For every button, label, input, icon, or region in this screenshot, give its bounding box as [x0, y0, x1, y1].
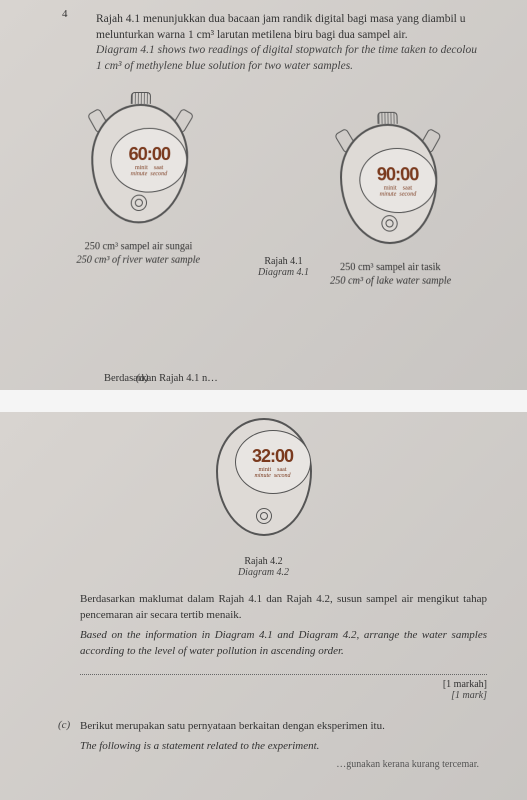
crown-icon — [131, 92, 151, 104]
stopwatch-body: 32:00 minit saat minute second — [216, 418, 312, 536]
unit-min-en: minute — [380, 191, 397, 197]
marks-block: [1 markah] [1 mark] — [18, 679, 487, 701]
time-display: 60:00 — [128, 143, 170, 164]
stopwatch-face: 90:00 minit saat minute second — [359, 148, 437, 213]
stopwatch-right-block: 90:00 minit saat minute second 250 cm³ — [328, 112, 451, 288]
sub-c-en: The following is a statement related to … — [80, 739, 487, 755]
sub-a-text: Berdasarkan Rajah 4.1 n… — [104, 373, 218, 384]
unit-sec-en: second — [150, 171, 167, 177]
fragment-text: …gunakan kerana kurang tercemar. — [18, 759, 479, 770]
sub-c-letter: (c) — [58, 719, 70, 731]
left-caption-en: 250 cm³ of river water sample — [76, 255, 200, 266]
page-gap — [0, 390, 527, 412]
button-icon — [381, 215, 398, 232]
q-en-line2: 1 cm³ of methylene blue solution for two… — [96, 60, 353, 72]
sub-c-ms: Berikut merupakan satu pernyataan berkai… — [80, 719, 487, 735]
diagram-2-label: Rajah 4.2 Diagram 4.2 — [18, 556, 509, 578]
time-display: 90:00 — [377, 164, 419, 185]
question-text: Rajah 4.1 menunjukkan dua bacaan jam ran… — [96, 12, 505, 74]
stopwatch-body: 90:00 minit saat minute second — [339, 124, 439, 244]
button-icon — [131, 195, 148, 211]
unit-sec-en: second — [399, 191, 416, 197]
unit-min-en: minute — [131, 171, 148, 177]
page-top: 4 Rajah 4.1 menunjukkan dua bacaan jam r… — [0, 0, 527, 390]
q-ms-line2: melunturkan warna 1 cm³ larutan metilena… — [96, 29, 408, 41]
stopwatch-right: 90:00 minit saat minute second — [332, 112, 446, 255]
right-caption: 250 cm³ sampel air tasik 250 cm³ of lake… — [330, 261, 452, 288]
stopwatch-body: 60:00 minit saat minute second — [90, 104, 189, 223]
stopwatch-face: 32:00 minit saat minute second — [235, 430, 311, 494]
stopwatch-left: 60:00 minit saat minute second — [83, 92, 197, 234]
stopwatch-p2: 32:00 minit saat minute second — [209, 418, 319, 548]
stopwatch-face: 60:00 minit saat minute second — [110, 128, 188, 193]
q-ms-line1: Rajah 4.1 menunjukkan dua bacaan jam ran… — [96, 13, 466, 25]
unit-sec-en: second — [274, 473, 291, 479]
sub-a-letter: (a) — [136, 373, 148, 384]
stopwatch-p2-wrap: 32:00 minit saat minute second — [18, 418, 509, 548]
instruction-en: Based on the information in Diagram 4.1 … — [80, 628, 487, 660]
left-caption: 250 cm³ sampel air sungai 250 cm³ of riv… — [76, 240, 200, 267]
stopwatch-row: 60:00 minit saat minute second 250 cm³ — [10, 92, 516, 288]
left-caption-ms: 250 cm³ sampel air sungai — [84, 241, 192, 252]
crown-icon — [377, 112, 397, 124]
q-en-line1: Diagram 4.1 shows two readings of digita… — [96, 44, 477, 56]
button-icon — [256, 508, 272, 524]
time-display: 32:00 — [252, 446, 293, 467]
diag2-ms: Rajah 4.2 — [244, 556, 282, 567]
marks-ms: [1 markah] — [443, 679, 487, 690]
right-caption-ms: 250 cm³ sampel air tasik — [340, 262, 441, 273]
right-caption-en: 250 cm³ of lake water sample — [330, 275, 451, 287]
stopwatch-left-block: 60:00 minit saat minute second 250 cm³ — [76, 92, 202, 288]
answer-line — [80, 674, 487, 675]
instruction-ms: Berdasarkan maklumat dalam Rajah 4.1 dan… — [80, 592, 487, 624]
unit-min-en: minute — [254, 473, 270, 479]
sub-question-a: (a) Berdasarkan Rajah 4.1 n… — [68, 373, 218, 384]
page-bottom: 32:00 minit saat minute second Rajah 4.2… — [0, 412, 527, 800]
marks-en: [1 mark] — [451, 690, 487, 701]
diag2-en: Diagram 4.2 — [238, 567, 289, 578]
question-number: 4 — [62, 8, 68, 20]
